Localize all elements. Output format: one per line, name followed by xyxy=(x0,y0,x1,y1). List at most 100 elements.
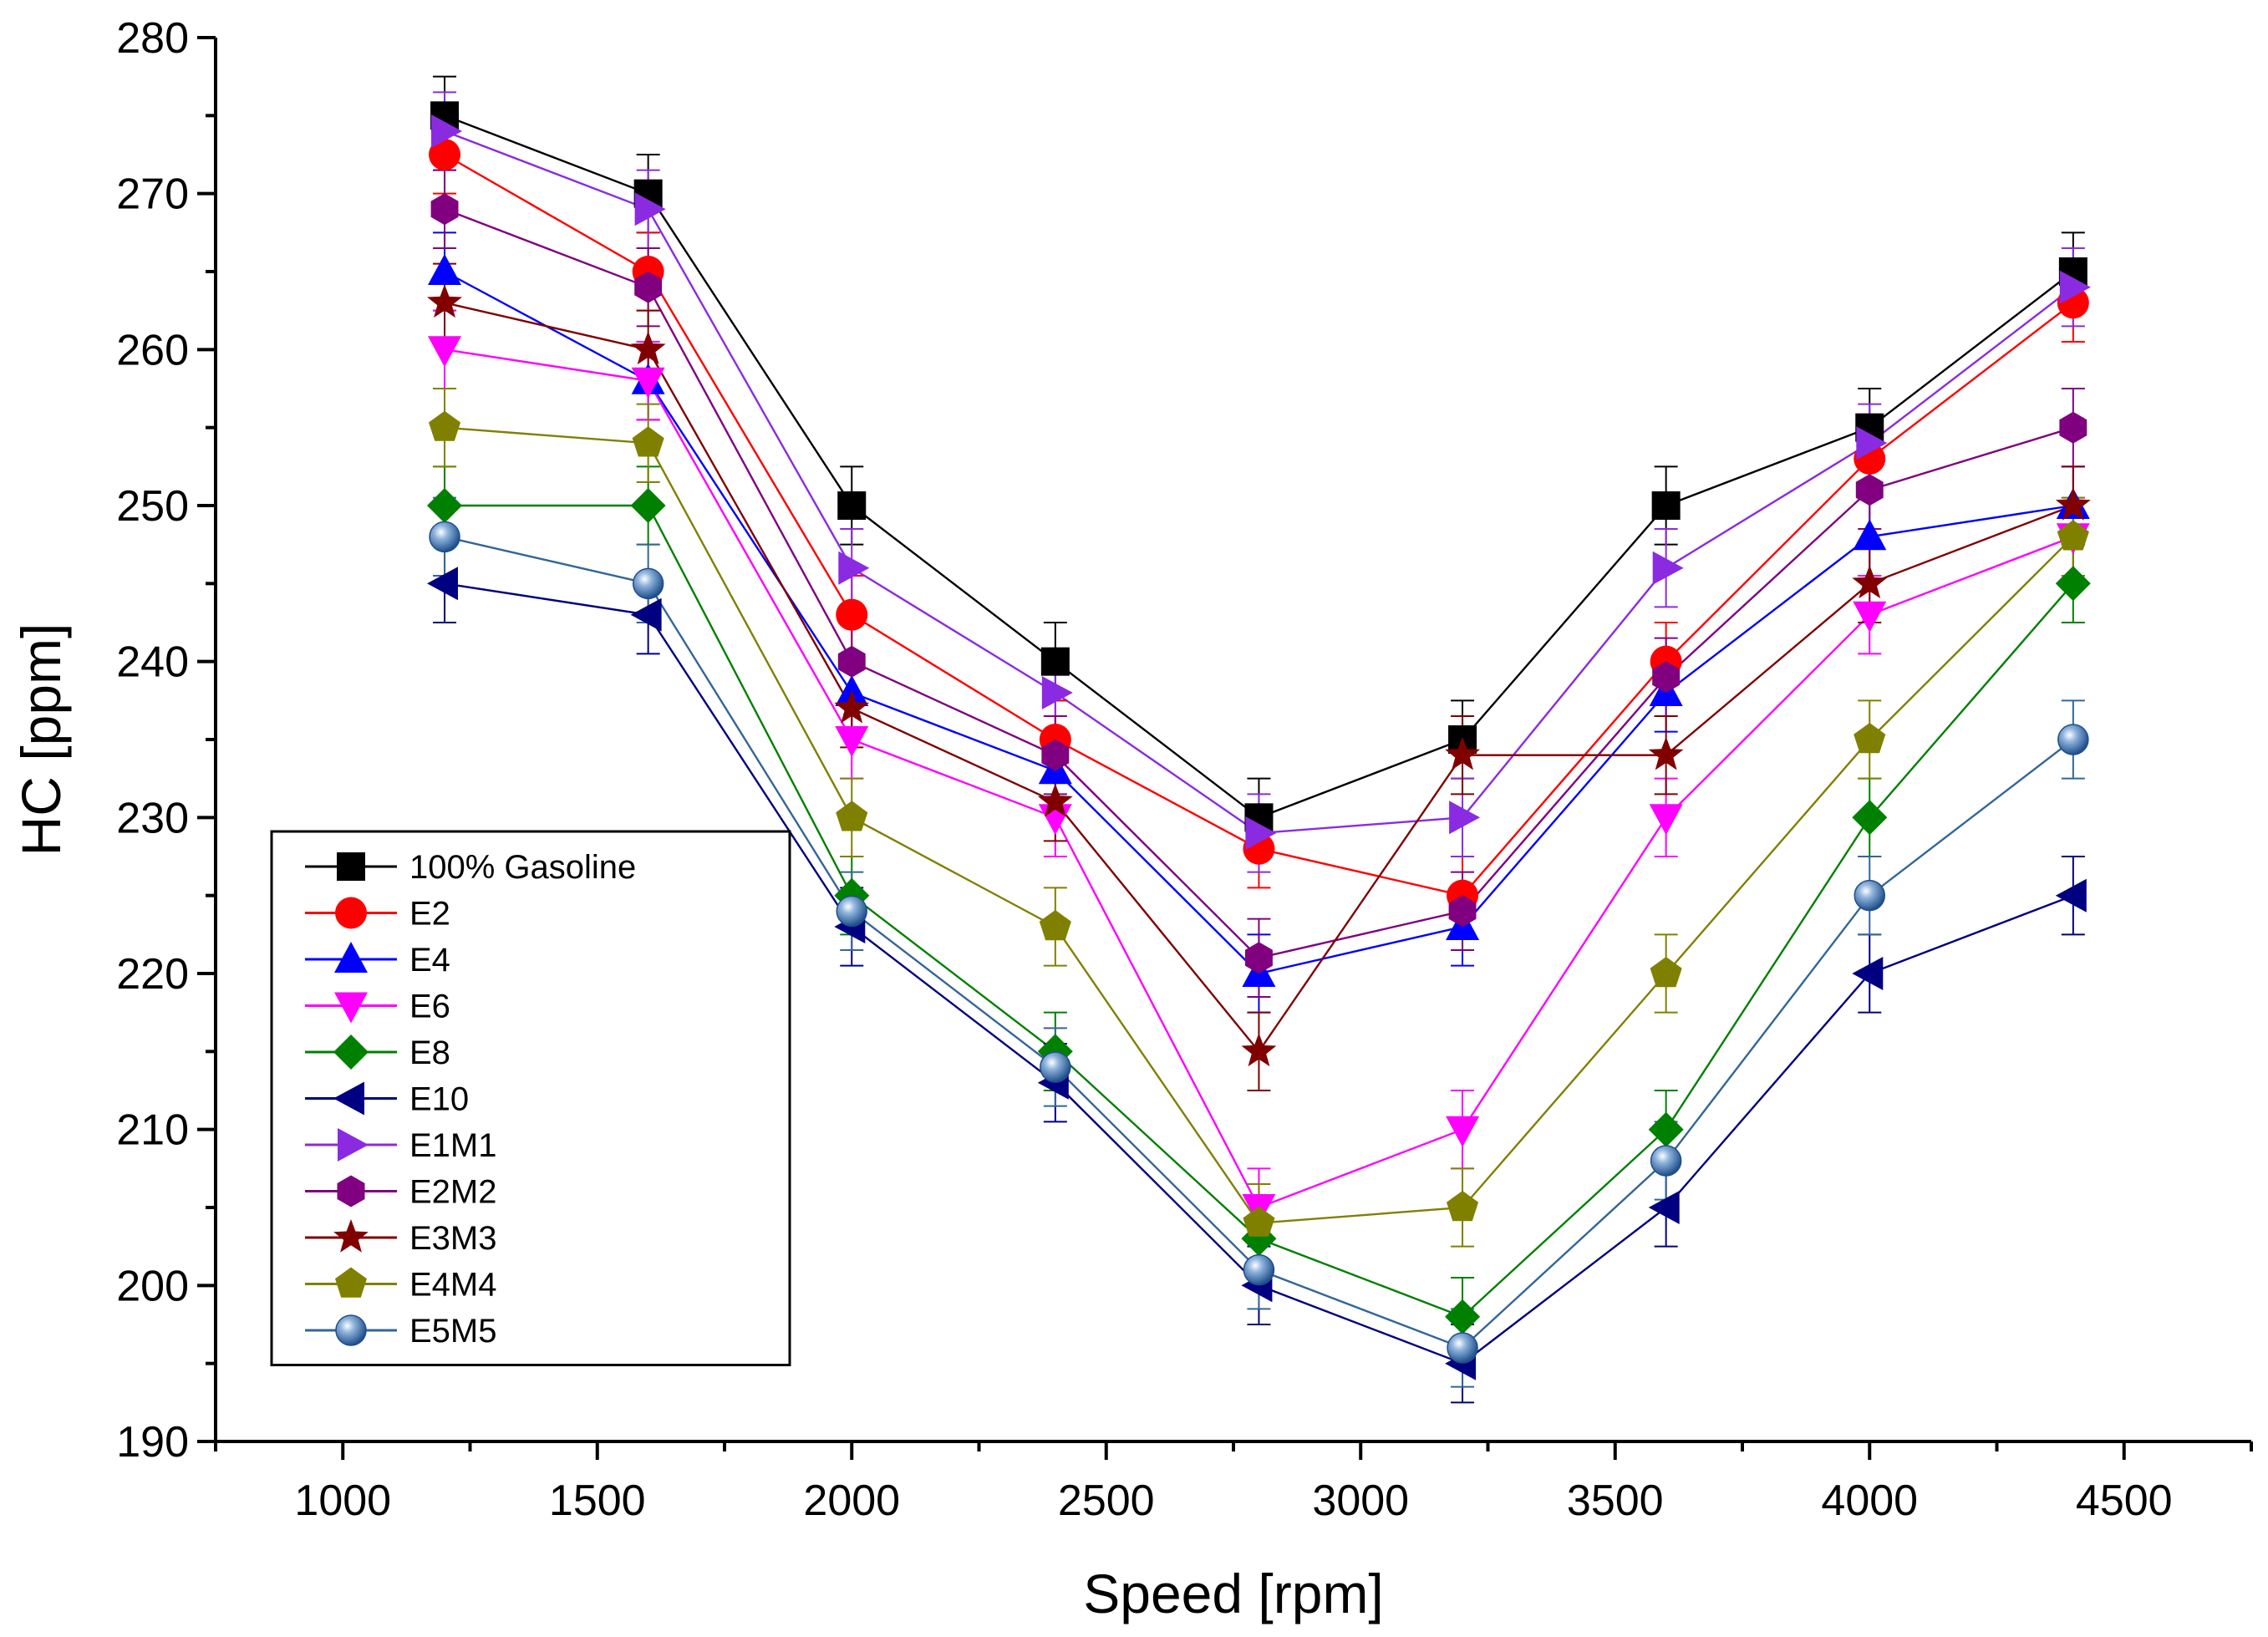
legend-marker xyxy=(333,1219,369,1253)
data-point-9-8 xyxy=(2057,520,2089,551)
data-point-4-5 xyxy=(1445,1299,1481,1335)
data-point-0-2 xyxy=(837,491,867,520)
data-point-3-2 xyxy=(835,726,869,757)
data-point-3-5 xyxy=(1446,1116,1480,1147)
x-tick-label: 1500 xyxy=(549,1477,646,1525)
data-point-3-1 xyxy=(631,367,665,399)
legend-entry-9: E4M4 xyxy=(305,1267,497,1304)
legend-marker xyxy=(334,942,368,973)
legend-label: E1M1 xyxy=(409,1127,497,1164)
legend-label: E6 xyxy=(409,989,450,1025)
x-tick-label: 1000 xyxy=(294,1477,391,1525)
y-tick-label: 190 xyxy=(116,1418,189,1467)
legend-entry-7: E2M2 xyxy=(305,1174,497,1211)
data-point-9-0 xyxy=(429,410,461,441)
data-point-5-8 xyxy=(2055,878,2087,913)
x-tick-label: 3000 xyxy=(1312,1477,1409,1525)
legend-label: E2 xyxy=(409,896,450,933)
data-point-10-4 xyxy=(1243,1253,1275,1286)
legend-entry-3: E6 xyxy=(305,989,450,1025)
legend-entry-2: E4 xyxy=(305,942,450,979)
y-tick-label: 230 xyxy=(116,794,189,842)
data-point-10-3 xyxy=(1040,1051,1071,1083)
data-point-7-5 xyxy=(1448,895,1477,928)
legend-label: E4M4 xyxy=(409,1267,497,1304)
data-point-9-2 xyxy=(836,801,868,831)
data-point-9-3 xyxy=(1039,910,1071,941)
data-point-6-3 xyxy=(1041,676,1073,709)
y-tick-label: 200 xyxy=(116,1262,189,1310)
legend-marker xyxy=(334,992,368,1024)
x-axis-title: Speed [rpm] xyxy=(1083,1563,1384,1624)
data-point-10-2 xyxy=(836,895,867,928)
data-point-8-3 xyxy=(1037,783,1073,817)
x-tick-label: 2000 xyxy=(803,1477,900,1525)
data-point-7-7 xyxy=(1855,474,1884,506)
data-point-6-0 xyxy=(431,114,462,148)
legend-marker xyxy=(338,1128,369,1162)
data-point-9-5 xyxy=(1447,1191,1479,1222)
y-tick-label: 270 xyxy=(116,170,189,219)
data-point-7-3 xyxy=(1041,739,1070,771)
data-point-10-0 xyxy=(429,521,460,553)
data-point-8-7 xyxy=(1852,565,1888,599)
legend-label: E8 xyxy=(409,1035,450,1071)
data-point-6-1 xyxy=(634,192,666,226)
data-point-5-0 xyxy=(427,567,458,601)
data-point-5-1 xyxy=(630,597,662,632)
legend-label: E3M3 xyxy=(409,1220,497,1257)
data-point-4-8 xyxy=(2055,566,2091,602)
legend-marker xyxy=(337,1175,365,1207)
data-point-5-7 xyxy=(1852,957,1884,990)
axes: 190 200 210 220 230 240 250 260 270 280 1000 1500 20… xyxy=(116,14,2253,1525)
legend: 100% Gasoline E2 E4 E6 E8 E10 E1M1 E2M2 E3M3 E4M4… xyxy=(270,830,791,1366)
data-point-3-6 xyxy=(1649,804,1683,836)
data-point-2-0 xyxy=(428,254,461,285)
legend-marker xyxy=(333,1035,369,1070)
legend-entry-5: E10 xyxy=(305,1081,469,1118)
data-point-10-6 xyxy=(1650,1145,1682,1177)
data-point-4-7 xyxy=(1852,800,1888,836)
data-point-4-1 xyxy=(630,488,666,523)
legend-label: E2M2 xyxy=(409,1174,497,1211)
data-point-8-8 xyxy=(2055,487,2091,521)
x-tick-label: 4500 xyxy=(2076,1477,2173,1525)
data-point-7-4 xyxy=(1245,942,1273,974)
data-point-6-4 xyxy=(1245,816,1277,850)
legend-label: E5M5 xyxy=(409,1313,497,1350)
data-point-3-0 xyxy=(428,336,461,368)
legend-label: E4 xyxy=(409,942,450,979)
data-point-6-8 xyxy=(2059,270,2091,304)
data-point-8-2 xyxy=(834,689,870,724)
data-point-8-4 xyxy=(1241,1033,1277,1067)
y-tick-label: 220 xyxy=(116,950,189,999)
data-point-8-0 xyxy=(427,284,462,318)
legend-marker xyxy=(333,1081,364,1116)
data-point-10-1 xyxy=(632,567,664,600)
legend-marker xyxy=(335,897,367,929)
data-point-0-3 xyxy=(1040,647,1070,676)
legend-marker xyxy=(337,852,365,881)
data-point-5-6 xyxy=(1648,1191,1680,1224)
data-point-6-5 xyxy=(1449,801,1481,835)
data-point-7-6 xyxy=(1652,661,1681,694)
x-tick-label: 2500 xyxy=(1058,1477,1155,1525)
legend-entry-6: E1M1 xyxy=(305,1127,497,1164)
data-point-8-6 xyxy=(1648,736,1684,770)
data-point-4-6 xyxy=(1648,1111,1684,1147)
legend-entry-1: E2 xyxy=(305,896,450,933)
legend-entry-10: E5M5 xyxy=(305,1313,497,1350)
y-tick-label: 260 xyxy=(116,326,189,374)
data-point-10-8 xyxy=(2057,724,2089,755)
data-point-6-2 xyxy=(838,551,870,585)
legend-entry-8: E3M3 xyxy=(305,1219,497,1257)
data-point-7-8 xyxy=(2059,411,2087,444)
data-point-10-7 xyxy=(1854,879,1885,912)
legend-entry-0: 100% Gasoline xyxy=(305,849,636,886)
data-point-10-5 xyxy=(1447,1332,1478,1364)
data-point-8-1 xyxy=(630,331,666,365)
data-point-3-7 xyxy=(1853,601,1887,633)
data-point-9-7 xyxy=(1854,723,1886,754)
data-point-7-1 xyxy=(634,271,663,303)
y-tick-label: 210 xyxy=(116,1106,189,1155)
